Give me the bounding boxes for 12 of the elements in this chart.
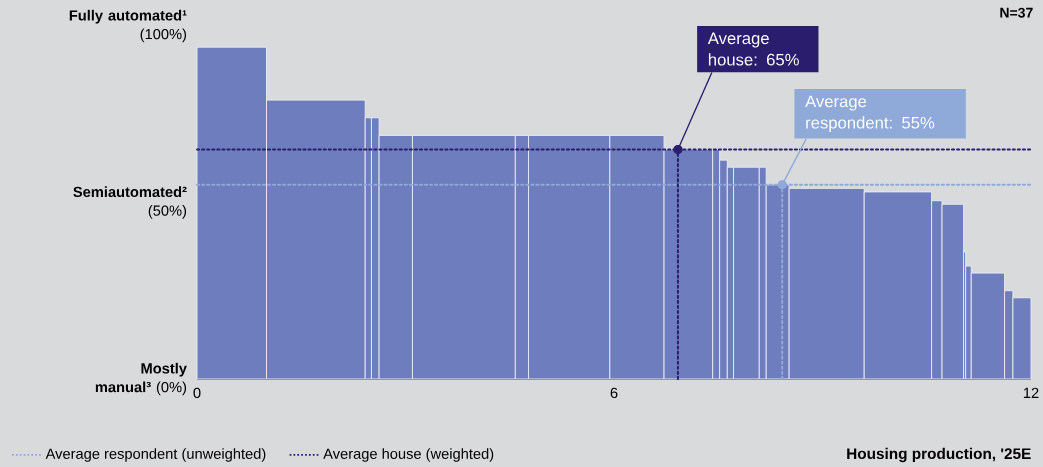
x-tick-label: 0: [193, 387, 201, 399]
x-tick-label: 12: [1023, 387, 1039, 398]
annotation: Average respondent: 55%: [805, 95, 935, 132]
legend-label: Average respondent (unweighted): [45, 448, 266, 462]
x-axis-title: Housing production, '25E: [847, 447, 1031, 463]
legend-label: Average house (weighted): [323, 448, 494, 462]
y-tick-label: Mostly manual³ (0%): [95, 362, 187, 396]
annotation: Average house: 65%: [707, 32, 799, 66]
text: N=37: [1000, 7, 1033, 18]
y-tick-label: Semiautomated² (50%): [73, 186, 187, 219]
y-tick-label: Fully automated¹ (100%): [69, 9, 187, 43]
x-tick-label: 6: [610, 387, 618, 399]
